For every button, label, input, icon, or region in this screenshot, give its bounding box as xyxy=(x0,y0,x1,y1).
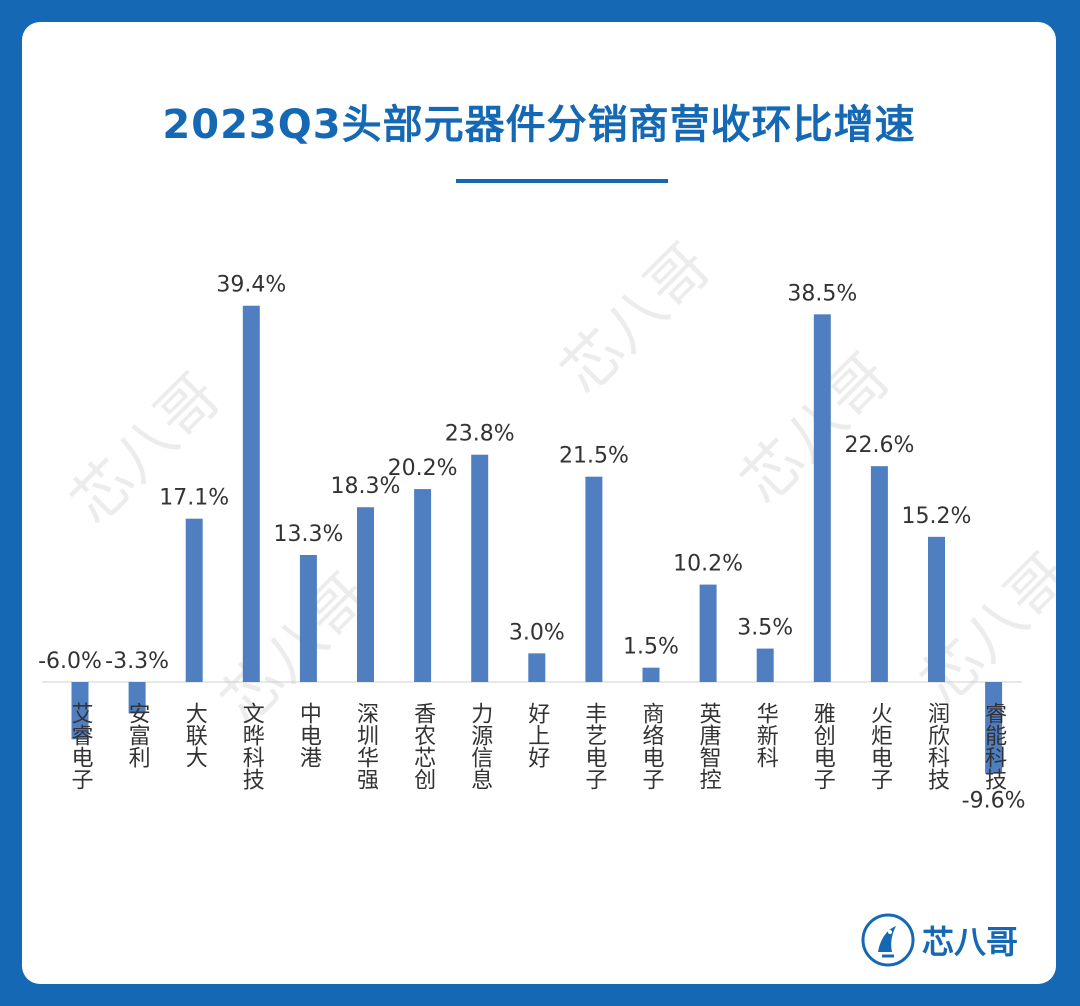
category-label: 华新科 xyxy=(753,702,779,768)
chart-title: 2023Q3头部元器件分销商营收环比增速 xyxy=(162,102,916,148)
bar xyxy=(642,667,660,682)
kingfisher-logo-icon xyxy=(861,913,915,967)
bar xyxy=(71,682,89,740)
category-label: 文晔科技 xyxy=(239,702,265,790)
chart-card: 2023Q3头部元器件分销商营收环比增速 芯八哥 芯八哥 芯八哥 芯八哥 芯八哥… xyxy=(22,22,1056,984)
bar xyxy=(414,489,432,682)
bar xyxy=(242,305,260,682)
data-label: 21.5% xyxy=(559,444,629,469)
bar xyxy=(585,476,603,682)
data-label: 3.5% xyxy=(737,616,793,641)
category-label: 商络电子 xyxy=(639,702,665,790)
data-label: 3.0% xyxy=(509,620,565,645)
data-label: 17.1% xyxy=(159,486,229,511)
bar xyxy=(471,454,489,682)
data-label: 1.5% xyxy=(623,635,679,660)
data-label: 22.6% xyxy=(844,433,914,458)
bar xyxy=(985,682,1003,774)
category-label: 好上好 xyxy=(524,702,550,768)
category-label: 雅创电子 xyxy=(810,702,836,790)
category-label: 深圳华强 xyxy=(353,702,379,790)
category-label: 丰艺电子 xyxy=(581,702,606,790)
bar xyxy=(128,682,146,714)
data-label: 13.3% xyxy=(273,522,343,547)
category-label: 火炬电子 xyxy=(867,702,893,790)
data-label: 39.4% xyxy=(216,273,286,298)
data-label: 23.8% xyxy=(445,422,515,447)
data-label: 38.5% xyxy=(787,281,857,306)
bar xyxy=(813,314,831,682)
data-label: 18.3% xyxy=(331,474,401,499)
data-label: -3.3% xyxy=(105,649,169,674)
data-label: 15.2% xyxy=(902,504,972,529)
bar xyxy=(185,518,203,682)
bar xyxy=(870,466,888,682)
data-label: -6.0% xyxy=(38,649,102,674)
brand-name: 芯八哥 xyxy=(922,923,1019,961)
category-label: 艾睿电子 xyxy=(68,702,94,790)
category-label: 睿能科技 xyxy=(981,702,1007,790)
bar xyxy=(357,507,374,682)
category-label: 力源信息 xyxy=(467,702,493,790)
brand-logo: 芯八哥 xyxy=(860,912,1018,968)
bar xyxy=(299,554,317,682)
data-label: 20.2% xyxy=(388,456,458,481)
category-label: 大联大 xyxy=(182,702,208,768)
title-underline xyxy=(456,179,668,183)
data-label: 10.2% xyxy=(673,552,743,577)
category-label: 香农芯创 xyxy=(410,702,436,790)
data-label: -9.6% xyxy=(962,789,1026,814)
category-label: 润欣科技 xyxy=(924,702,950,790)
category-label: 中电港 xyxy=(296,702,322,768)
bar xyxy=(699,584,717,682)
bar xyxy=(928,536,945,682)
bar xyxy=(756,648,774,682)
bar xyxy=(528,653,546,682)
bar-chart: -6.0% 艾睿电子 -3.3% 安富利 17.1% 大联大 39.4% 文晔科技 13.3% 中… xyxy=(38,273,1026,814)
category-label: 安富利 xyxy=(125,702,151,768)
category-label: 英唐智控 xyxy=(696,702,722,790)
